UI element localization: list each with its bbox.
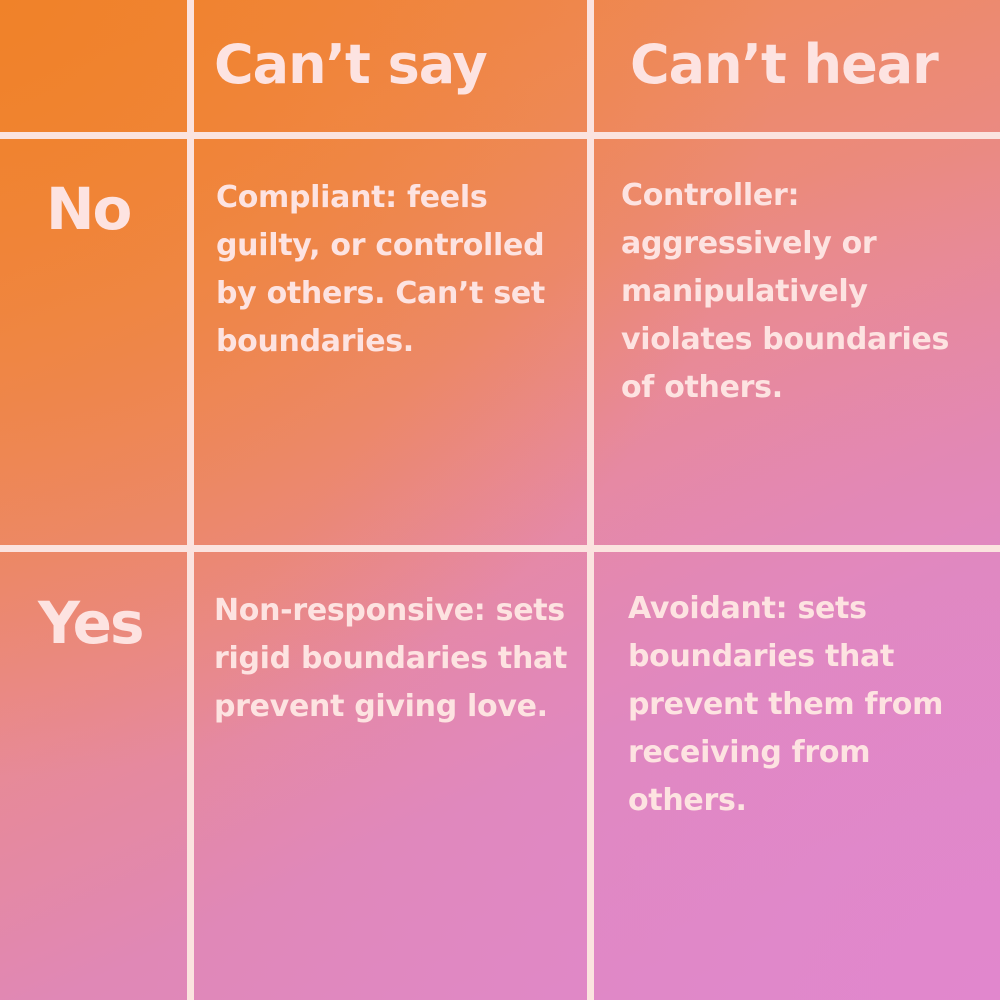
- cell-no-cant-hear: Controller: aggressively or manipulative…: [621, 178, 950, 405]
- grid-line-vertical-1: [187, 0, 194, 1000]
- column-header-cant-say: Can’t say: [214, 33, 488, 96]
- row-header-yes: Yes: [38, 589, 145, 657]
- cell-yes-cant-hear: Avoidant: sets boundaries that prevent t…: [628, 591, 944, 818]
- grid-line-horizontal-2: [0, 545, 1000, 552]
- cell-yes-cant-say: Non-responsive: sets rigid boundaries th…: [214, 593, 567, 724]
- grid-line-horizontal-1: [0, 132, 1000, 139]
- column-header-cant-hear: Can’t hear: [630, 33, 939, 96]
- grid-line-vertical-2: [587, 0, 594, 1000]
- row-header-no: No: [46, 175, 132, 243]
- cell-no-cant-say: Compliant: feels guilty, or controlled b…: [216, 180, 545, 359]
